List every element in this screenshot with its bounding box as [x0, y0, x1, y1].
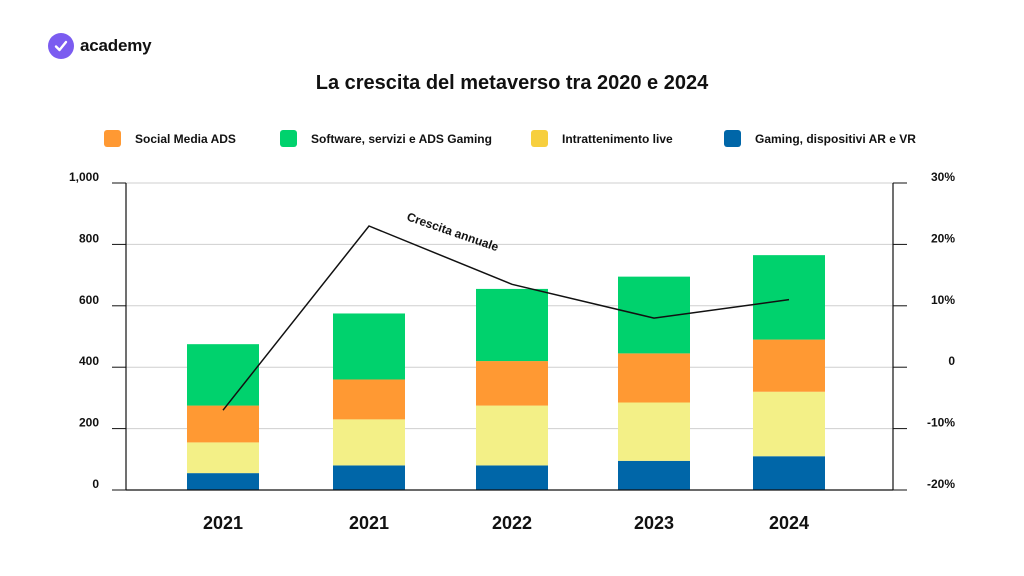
x-tick-label: 2021 — [349, 513, 389, 533]
bar-segment — [753, 391, 825, 457]
legend-label: Social Media ADS — [135, 131, 236, 146]
bar-segment — [333, 379, 405, 420]
bar-segment — [476, 361, 548, 406]
y-tick-label-left: 1,000 — [69, 170, 99, 184]
bar-segment — [476, 465, 548, 490]
y-tick-label-left: 400 — [79, 354, 99, 368]
chart-legend: Social Media ADS Software, servizi e ADS… — [0, 130, 1024, 152]
chart-title: La crescita del metaverso tra 2020 e 202… — [315, 72, 709, 94]
legend-label: Software, servizi e ADS Gaming — [311, 131, 492, 146]
y-tick-label-right: -10% — [927, 416, 955, 430]
bar-segment — [618, 460, 690, 490]
legend-swatch — [104, 130, 121, 147]
bar-segment — [333, 465, 405, 490]
brand-name: academy — [80, 36, 152, 55]
y-tick-label-right: 20% — [931, 231, 955, 245]
y-tick-label-left: 200 — [79, 416, 99, 430]
y-tick-label-left: 600 — [79, 293, 99, 307]
brand-logo: academy — [48, 33, 152, 59]
x-tick-label: 2022 — [492, 513, 532, 533]
y-tick-label-left: 800 — [79, 231, 99, 245]
legend-swatch — [531, 130, 548, 147]
legend-label: Intrattenimento live — [562, 131, 673, 146]
bar-segment — [187, 442, 259, 474]
legend-swatch — [724, 130, 741, 147]
bar-segment — [753, 255, 825, 340]
bar-segment — [618, 353, 690, 403]
legend-item-software: Software, servizi e ADS Gaming — [280, 130, 492, 147]
legend-item-social-media: Social Media ADS — [104, 130, 236, 147]
y-tick-label-left: 0 — [92, 477, 99, 491]
bar-segment — [333, 419, 405, 466]
growth-line — [222, 225, 790, 411]
bar-segment — [476, 405, 548, 466]
growth-line-label: Crescita annuale — [405, 210, 501, 255]
bar-segment — [618, 402, 690, 461]
legend-item-gaming: Gaming, dispositivi AR e VR — [724, 130, 916, 147]
legend-item-intrattenimento: Intrattenimento live — [531, 130, 673, 147]
bar-segment — [187, 344, 259, 406]
legend-label: Gaming, dispositivi AR e VR — [755, 131, 916, 146]
x-tick-label: 2023 — [634, 513, 674, 533]
bar-segment — [753, 339, 825, 392]
y-tick-label-right: 0 — [948, 354, 955, 368]
legend-swatch — [280, 130, 297, 147]
bar-segment — [187, 405, 259, 443]
check-icon — [48, 33, 74, 59]
y-tick-label-right: -20% — [927, 477, 955, 491]
bar-segment — [753, 456, 825, 490]
y-tick-label-right: 30% — [931, 170, 955, 184]
x-tick-label: 2024 — [769, 513, 809, 533]
bar-segment — [187, 473, 259, 490]
bar-segment — [333, 313, 405, 380]
x-tick-label: 2021 — [203, 513, 243, 533]
y-tick-label-right: 10% — [931, 293, 955, 307]
bar-segment — [476, 288, 548, 362]
